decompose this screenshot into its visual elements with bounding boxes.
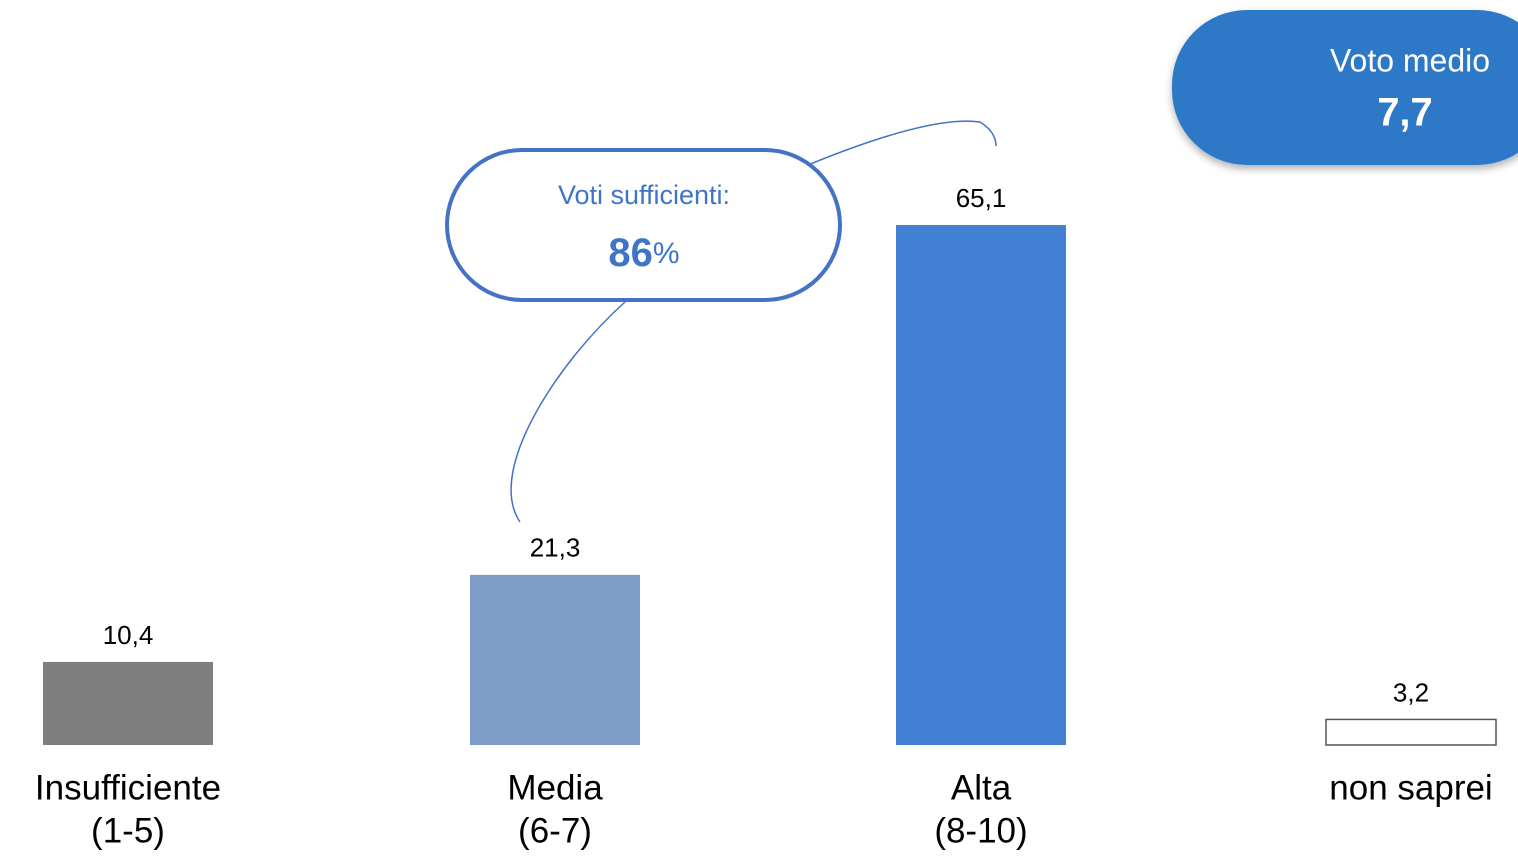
bar xyxy=(1325,718,1497,746)
badge xyxy=(1172,10,1518,165)
connector xyxy=(807,120,997,166)
callout-value: 86% xyxy=(608,231,679,275)
x-tick-label: Insufficiente xyxy=(35,768,221,807)
x-tick-sublabel: (8-10) xyxy=(934,811,1027,850)
x-tick-label: Media xyxy=(507,768,603,807)
callout-unit: % xyxy=(653,237,680,270)
x-tick-label: non saprei xyxy=(1329,768,1492,807)
value-label: 10,4 xyxy=(103,620,154,650)
bar xyxy=(470,574,640,745)
bar xyxy=(896,225,1066,745)
connector xyxy=(510,301,626,523)
x-tick-sublabel: (6-7) xyxy=(518,811,592,850)
bar xyxy=(43,661,213,745)
x-tick-sublabel: (1-5) xyxy=(91,811,165,850)
callout-label: Voti sufficienti: xyxy=(558,180,730,210)
badge-value: 7,7 xyxy=(1377,91,1433,135)
value-label: 21,3 xyxy=(530,533,581,563)
badge-label: Voto medio xyxy=(1330,42,1490,78)
value-label: 3,2 xyxy=(1393,677,1429,707)
callout-number: 86 xyxy=(608,231,653,275)
value-label: 65,1 xyxy=(956,183,1007,213)
callout xyxy=(445,148,842,302)
x-tick-label: Alta xyxy=(951,768,1012,807)
